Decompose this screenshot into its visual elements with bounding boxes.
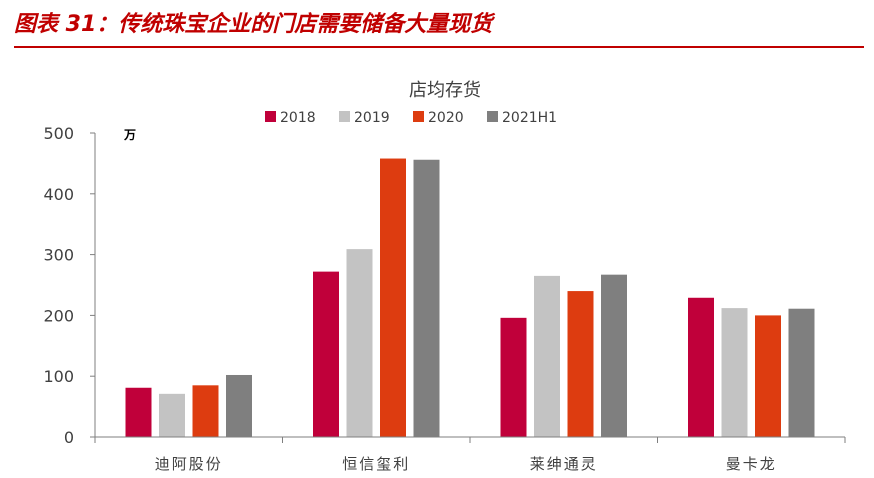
x-category-label: 莱绅通灵 (530, 455, 598, 473)
figure-title: 图表 31：传统珠宝企业的门店需要储备大量现货 (14, 12, 493, 37)
bar (534, 275, 560, 437)
bar (159, 393, 185, 437)
y-tick-label: 400 (43, 185, 74, 204)
x-axis: 迪阿股份 恒信玺利 莱绅通灵 曼卡龙 (94, 436, 846, 473)
legend-label: 2020 (428, 110, 464, 126)
bar (380, 158, 406, 437)
legend-label: 2018 (280, 110, 316, 126)
bar (755, 315, 781, 437)
x-category-label: 迪阿股份 (155, 455, 223, 473)
y-unit-label: 万 (123, 128, 136, 142)
bar (721, 308, 748, 437)
bar (601, 274, 627, 437)
bar (192, 385, 219, 437)
y-tick-label: 0 (64, 428, 74, 447)
chart-title: 店均存货 (409, 80, 481, 101)
legend-label: 2019 (354, 110, 390, 126)
legend-label: 2021H1 (502, 110, 557, 126)
bars (125, 158, 815, 437)
y-axis: 0 100 200 300 400 500 (43, 124, 96, 447)
y-tick-label: 200 (43, 306, 74, 325)
x-category-label: 曼卡龙 (726, 455, 777, 473)
y-tick-label: 100 (43, 367, 74, 386)
bar (346, 249, 373, 437)
legend-swatch (265, 111, 276, 122)
legend-swatch (339, 111, 350, 122)
bar (125, 387, 152, 437)
y-tick-label: 300 (43, 246, 74, 265)
bar (500, 317, 527, 437)
legend-swatch (487, 111, 498, 122)
bar (226, 374, 252, 437)
legend: 2018 2019 2020 2021H1 (265, 110, 557, 126)
legend-swatch (413, 111, 424, 122)
bar (567, 291, 594, 437)
title-divider (14, 46, 864, 48)
bar (788, 308, 815, 437)
bar (688, 297, 714, 437)
y-tick-label: 500 (43, 124, 74, 143)
x-category-label: 恒信玺利 (342, 455, 410, 473)
bar (413, 159, 440, 437)
bar (313, 271, 339, 437)
